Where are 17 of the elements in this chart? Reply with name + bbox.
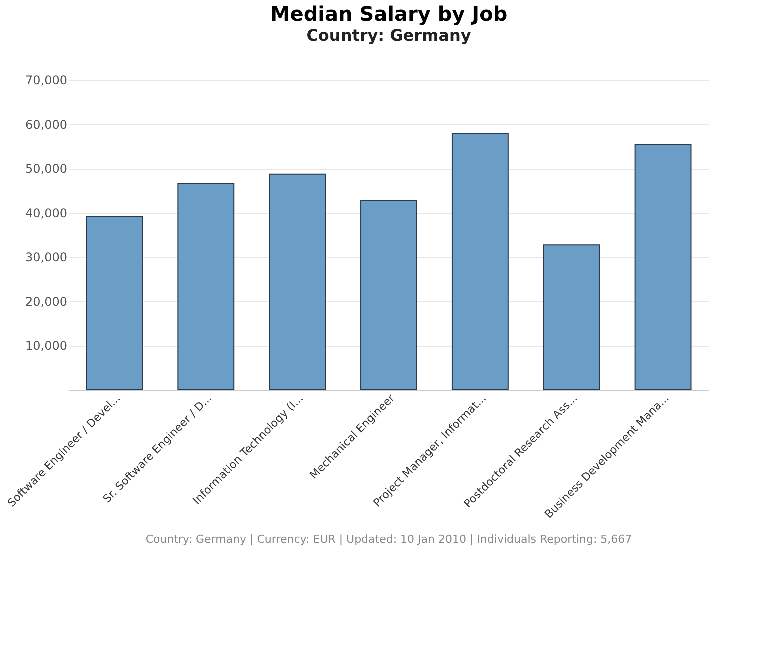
y-tick-label: 60,000 [26, 118, 68, 132]
text: Country: Germany | Currency: EUR | Updated: 10 Jan 2010 | Individuals Reporting: 5,667 [146, 533, 632, 546]
bar [634, 144, 692, 390]
y-tick-label: 30,000 [26, 250, 68, 265]
chart-subtitle: Country: Germany [306, 26, 472, 45]
y-tick-label: 50,000 [26, 162, 68, 176]
y-tick-label: 10,000 [26, 339, 68, 354]
chart-title: Median Salary by Job [270, 2, 508, 26]
bar [360, 200, 418, 390]
y-tick-label: 70,000 [26, 74, 68, 88]
bar [178, 183, 235, 390]
y-tick-label: 40,000 [26, 206, 68, 220]
bar [452, 134, 509, 390]
y-tick-label: 20,000 [26, 294, 68, 309]
bar [543, 244, 600, 390]
bar [86, 216, 144, 390]
bar [269, 174, 326, 390]
